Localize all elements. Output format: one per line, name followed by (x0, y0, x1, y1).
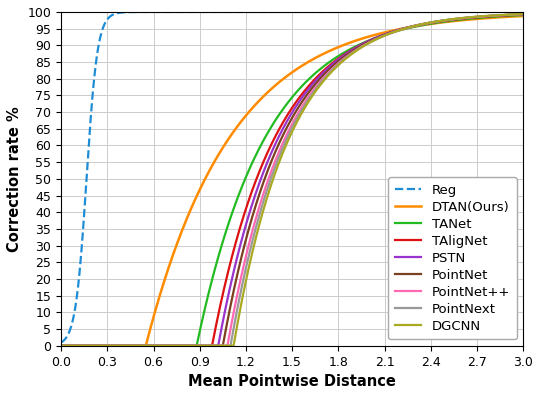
PSTN (58, 343, 64, 348)
PointNet++ (506, 12, 512, 17)
TANet (282, 103, 289, 108)
DTAN(Ours) (82, 343, 88, 348)
TANet (82, 343, 88, 348)
PointNet (282, 127, 289, 132)
TANet (422, 22, 428, 27)
PointNet++ (422, 21, 428, 26)
Reg (286, 10, 292, 14)
Y-axis label: Correction rate %: Correction rate % (7, 106, 22, 252)
PointNet (270, 154, 276, 158)
DTAN(Ours) (282, 74, 289, 79)
TAligNet (270, 138, 276, 143)
Line: PointNet: PointNet (61, 14, 523, 346)
Reg (270, 10, 276, 14)
PointNet++ (270, 163, 276, 168)
Reg (507, 10, 513, 14)
TANet (520, 13, 526, 17)
TANet (506, 13, 512, 18)
TANet (58, 343, 64, 348)
PointNet (58, 343, 64, 348)
PointNext (506, 12, 512, 17)
Reg (520, 10, 526, 14)
X-axis label: Mean Pointwise Distance: Mean Pointwise Distance (188, 374, 396, 389)
PSTN (520, 12, 526, 17)
PSTN (506, 13, 512, 17)
Line: PointNet++: PointNet++ (61, 14, 523, 346)
PointNet++ (58, 343, 64, 348)
DGCNN (422, 21, 428, 26)
PointNet (507, 12, 513, 17)
DGCNN (270, 175, 276, 180)
PointNet (520, 12, 526, 17)
PSTN (507, 13, 513, 17)
PointNet (82, 343, 88, 348)
Reg (282, 10, 289, 14)
DGCNN (82, 343, 88, 348)
PointNet (422, 21, 428, 26)
TAligNet (520, 12, 526, 17)
PointNext (82, 343, 88, 348)
PointNet++ (520, 12, 526, 17)
DGCNN (507, 12, 513, 17)
Reg (507, 10, 513, 14)
PointNet++ (282, 134, 289, 139)
TAligNet (422, 22, 428, 27)
PSTN (282, 121, 289, 126)
DTAN(Ours) (58, 343, 64, 348)
DGCNN (58, 343, 64, 348)
TAligNet (58, 343, 64, 348)
Legend: Reg, DTAN(Ours), TANet, TAligNet, PSTN, PointNet, PointNet++, PointNext, DGCNN: Reg, DTAN(Ours), TANet, TAligNet, PSTN, … (388, 177, 517, 339)
Line: DGCNN: DGCNN (61, 14, 523, 346)
DTAN(Ours) (507, 14, 513, 19)
Line: TANet: TANet (61, 15, 523, 346)
TAligNet (82, 343, 88, 348)
PointNext (270, 169, 276, 173)
PointNext (58, 343, 64, 348)
PSTN (270, 146, 276, 150)
DGCNN (520, 11, 526, 16)
TANet (507, 13, 513, 18)
Line: DTAN(Ours): DTAN(Ours) (61, 16, 523, 346)
Reg (58, 340, 64, 345)
DGCNN (282, 143, 289, 148)
TAligNet (507, 13, 513, 17)
DTAN(Ours) (422, 22, 428, 27)
Line: PointNext: PointNext (61, 14, 523, 346)
PointNet (506, 12, 512, 17)
PointNext (507, 12, 513, 17)
Reg (422, 10, 428, 14)
TAligNet (282, 115, 289, 120)
Line: PSTN: PSTN (61, 14, 523, 346)
DTAN(Ours) (270, 85, 276, 89)
Line: Reg: Reg (61, 12, 523, 343)
DTAN(Ours) (520, 13, 526, 18)
Reg (82, 204, 88, 209)
Line: TAligNet: TAligNet (61, 15, 523, 346)
PointNet++ (82, 343, 88, 348)
PointNext (520, 12, 526, 17)
PSTN (422, 21, 428, 26)
TANet (270, 121, 276, 126)
PointNet++ (507, 12, 513, 17)
PointNext (422, 21, 428, 26)
DGCNN (506, 12, 512, 17)
DTAN(Ours) (506, 14, 512, 19)
PointNext (282, 139, 289, 143)
PSTN (82, 343, 88, 348)
TAligNet (506, 13, 512, 17)
